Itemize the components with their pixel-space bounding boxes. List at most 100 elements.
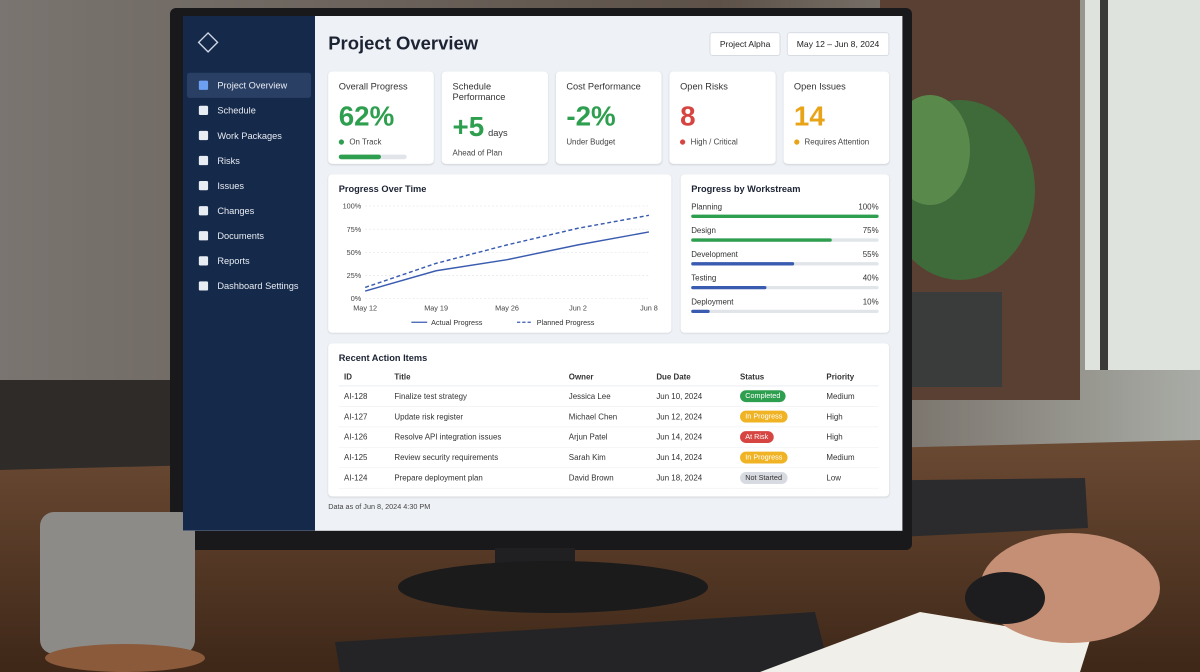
column-header: Owner — [563, 368, 652, 387]
workstream-head: Planning 100% — [691, 202, 878, 211]
nav-icon — [198, 105, 209, 116]
table-cell: AI-127 — [338, 406, 390, 428]
nav: Project Overview Schedule Work Packages Ris… — [183, 72, 315, 299]
workstream-value: 40% — [862, 273, 879, 283]
table-cell: Not Started — [734, 467, 822, 489]
nav-icon — [198, 130, 209, 141]
cell-text: AI-128 — [344, 391, 368, 401]
table-cell: Jun 10, 2024 — [651, 385, 735, 407]
nav-label: Documents — [217, 230, 265, 242]
nav-item[interactable]: Issues — [187, 173, 311, 198]
cell-text: Jun 18, 2024 — [656, 473, 703, 483]
nav-icon — [198, 206, 209, 216]
main-panel: Project Overview Project Alpha May 12 – … — [315, 16, 902, 531]
table-header: ID Title Owner Due Date Status Priority — [338, 368, 879, 387]
kpi-status: Ahead of Plan — [453, 148, 538, 157]
project-selector[interactable]: Project Alpha — [709, 32, 781, 56]
workstream-row: Testing 40% — [691, 273, 879, 290]
legend-label: Planned Progress — [537, 318, 595, 327]
workstream-value: 10% — [862, 297, 879, 307]
kpi-value: 14 — [794, 100, 879, 132]
kpi-title: Schedule Performance — [452, 80, 506, 102]
workstream-bar — [691, 262, 795, 266]
kpi-unit: days — [488, 127, 508, 139]
table-row[interactable]: AI-128 Finalize test strategy Jessica Lee J… — [338, 385, 879, 407]
cell-text: Low — [826, 473, 841, 483]
x-tick-label: May 19 — [424, 303, 448, 312]
status-badge: At Risk — [739, 431, 774, 444]
kpi-number: 62% — [338, 100, 395, 132]
table-cell: Medium — [821, 447, 879, 469]
nav-item[interactable]: Work Packages — [187, 123, 311, 148]
column-header: Priority — [821, 368, 879, 387]
workstream-track — [691, 285, 879, 290]
nav-icon — [198, 281, 209, 291]
workstream-track — [691, 238, 879, 242]
nav-item[interactable]: Documents — [187, 223, 311, 248]
cell-text: Finalize test strategy — [394, 391, 467, 401]
card-title: Progress by Workstream — [691, 183, 801, 195]
date-range[interactable]: May 12 – Jun 8, 2024 — [786, 32, 890, 56]
page-title: Project Overview — [328, 33, 479, 54]
sidebar: Project Overview Schedule Work Packages Ris… — [183, 16, 315, 531]
y-tick-label: 25% — [347, 271, 362, 280]
logo — [197, 31, 219, 53]
cell-text: Jun 12, 2024 — [656, 412, 703, 422]
workstream-head: Development 55% — [691, 250, 878, 259]
status-text: Requires Attention — [804, 137, 870, 147]
card-title: Progress Over Time — [338, 183, 427, 195]
table-row[interactable]: AI-124 Prepare deployment plan David Brown… — [338, 467, 879, 489]
nav-label: Work Packages — [217, 130, 282, 141]
table-cell: Low — [821, 467, 879, 489]
y-tick-label: 0% — [351, 294, 362, 303]
table-cell: AI-124 — [338, 467, 390, 489]
kpi-status: High / Critical — [680, 137, 765, 147]
kpi-value: 62% — [339, 100, 424, 132]
card-title: Recent Action Items — [338, 352, 428, 364]
workstream-name: Design — [691, 225, 716, 236]
table-cell: Completed — [734, 385, 822, 407]
nav-item[interactable]: Reports — [187, 248, 311, 273]
table-row[interactable]: AI-125 Review security requirements Sarah … — [338, 447, 879, 469]
action-items-card: Recent Action Items ID Title Owner Due Date… — [328, 343, 890, 497]
kpi-card: Open Risks 8 High / Critical — [669, 71, 776, 164]
workstream-card: Progress by Workstream Planning 100% Desig… — [680, 174, 890, 333]
status-dot — [680, 139, 686, 145]
timestamp: Data as of Jun 8, 2024 4:30 PM — [328, 503, 431, 512]
workstream-track — [691, 309, 879, 313]
workstream-value: 75% — [862, 225, 879, 236]
cell-text: Jun 14, 2024 — [656, 452, 703, 463]
cell-text: Prepare deployment plan — [394, 473, 483, 483]
status-text: Ahead of Plan — [452, 148, 503, 158]
nav-label: Issues — [217, 180, 245, 191]
nav-item[interactable]: Schedule — [187, 98, 311, 123]
workstream-bar — [691, 238, 832, 242]
kpi-card: Overall Progress 62% On Track — [328, 71, 435, 164]
y-tick-label: 75% — [347, 225, 362, 234]
workstream-track — [691, 262, 879, 266]
kpi-title: Cost Performance — [566, 80, 641, 92]
nav-item[interactable]: Risks — [187, 148, 311, 173]
workstream-name: Testing — [691, 273, 717, 283]
nav-item[interactable]: Changes — [187, 198, 311, 223]
table-row[interactable]: AI-127 Update risk register Michael Chen Ju… — [338, 406, 879, 428]
workstream-name: Planning — [691, 202, 723, 212]
cell-text: Michael Chen — [568, 412, 618, 422]
x-tick-label: May 12 — [353, 303, 377, 312]
nav-item[interactable]: Project Overview — [186, 72, 312, 98]
workstream-name: Development — [691, 249, 738, 259]
workstream-track — [691, 214, 879, 218]
table-cell: At Risk — [734, 426, 822, 448]
cell-text: High — [826, 432, 843, 442]
status-dot — [793, 139, 800, 145]
y-tick-label: 100% — [343, 202, 362, 211]
workstream-list: Planning 100% Design 75% Development 55% Testi… — [691, 202, 879, 313]
table-cell: Jun 18, 2024 — [651, 467, 735, 489]
table-row[interactable]: AI-126 Resolve API integration issues Arju… — [338, 426, 879, 448]
cell-text: Resolve API integration issues — [394, 432, 502, 442]
nav-label: Schedule — [217, 105, 256, 116]
table-cell: Arjun Patel — [563, 426, 652, 448]
progress-bar — [338, 154, 381, 160]
nav-item[interactable]: Dashboard Settings — [187, 273, 311, 298]
workstream-head: Deployment 10% — [691, 297, 878, 306]
